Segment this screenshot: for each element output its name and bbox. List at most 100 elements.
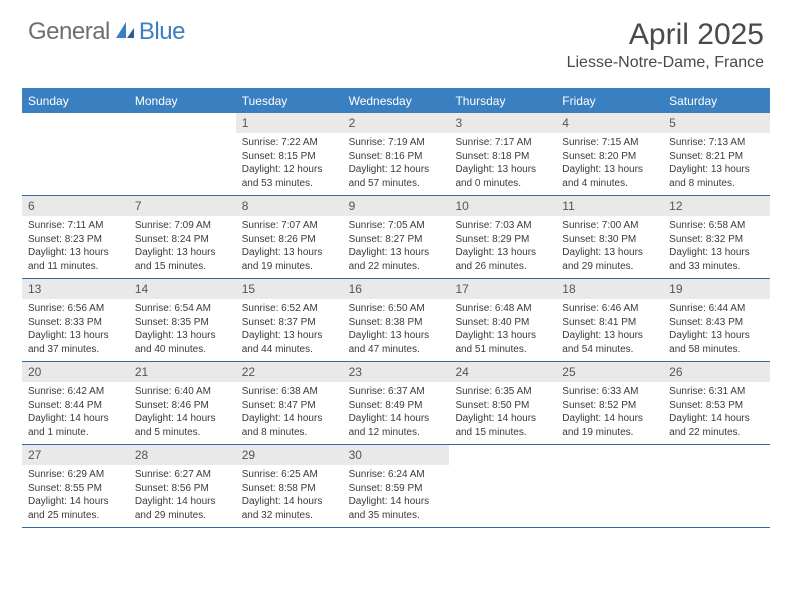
day-cell: 10Sunrise: 7:03 AMSunset: 8:29 PMDayligh… bbox=[449, 196, 556, 278]
day-body: Sunrise: 6:46 AMSunset: 8:41 PMDaylight:… bbox=[556, 299, 663, 361]
sunset-text: Sunset: 8:29 PM bbox=[455, 233, 550, 247]
day-body: Sunrise: 7:17 AMSunset: 8:18 PMDaylight:… bbox=[449, 133, 556, 195]
daylight-text: Daylight: 14 hours and 22 minutes. bbox=[669, 412, 764, 439]
daylight-text: Daylight: 13 hours and 11 minutes. bbox=[28, 246, 123, 273]
sunset-text: Sunset: 8:23 PM bbox=[28, 233, 123, 247]
week-row: 13Sunrise: 6:56 AMSunset: 8:33 PMDayligh… bbox=[22, 279, 770, 362]
day-number: 4 bbox=[556, 113, 663, 133]
day-body: Sunrise: 6:24 AMSunset: 8:59 PMDaylight:… bbox=[343, 465, 450, 527]
day-cell: 27Sunrise: 6:29 AMSunset: 8:55 PMDayligh… bbox=[22, 445, 129, 527]
day-number: 23 bbox=[343, 362, 450, 382]
day-body: Sunrise: 6:56 AMSunset: 8:33 PMDaylight:… bbox=[22, 299, 129, 361]
day-cell: 9Sunrise: 7:05 AMSunset: 8:27 PMDaylight… bbox=[343, 196, 450, 278]
day-body: Sunrise: 6:29 AMSunset: 8:55 PMDaylight:… bbox=[22, 465, 129, 527]
day-cell: 8Sunrise: 7:07 AMSunset: 8:26 PMDaylight… bbox=[236, 196, 343, 278]
daylight-text: Daylight: 13 hours and 51 minutes. bbox=[455, 329, 550, 356]
day-number: 7 bbox=[129, 196, 236, 216]
sunrise-text: Sunrise: 7:11 AM bbox=[28, 219, 123, 233]
sunrise-text: Sunrise: 7:19 AM bbox=[349, 136, 444, 150]
sunset-text: Sunset: 8:21 PM bbox=[669, 150, 764, 164]
sail-icon bbox=[114, 20, 136, 45]
sunrise-text: Sunrise: 6:35 AM bbox=[455, 385, 550, 399]
day-cell: 14Sunrise: 6:54 AMSunset: 8:35 PMDayligh… bbox=[129, 279, 236, 361]
day-number: 13 bbox=[22, 279, 129, 299]
sunrise-text: Sunrise: 6:56 AM bbox=[28, 302, 123, 316]
page-title: April 2025 bbox=[567, 18, 764, 52]
day-number: 21 bbox=[129, 362, 236, 382]
daylight-text: Daylight: 12 hours and 53 minutes. bbox=[242, 163, 337, 190]
day-cell bbox=[129, 113, 236, 195]
day-number: 10 bbox=[449, 196, 556, 216]
weekday-header: Sunday bbox=[22, 90, 129, 113]
daylight-text: Daylight: 13 hours and 58 minutes. bbox=[669, 329, 764, 356]
daylight-text: Daylight: 13 hours and 22 minutes. bbox=[349, 246, 444, 273]
day-cell: 2Sunrise: 7:19 AMSunset: 8:16 PMDaylight… bbox=[343, 113, 450, 195]
sunrise-text: Sunrise: 7:17 AM bbox=[455, 136, 550, 150]
page-header: General Blue April 2025 Liesse-Notre-Dam… bbox=[0, 0, 792, 80]
daylight-text: Daylight: 13 hours and 33 minutes. bbox=[669, 246, 764, 273]
sunrise-text: Sunrise: 6:46 AM bbox=[562, 302, 657, 316]
day-number: 15 bbox=[236, 279, 343, 299]
daylight-text: Daylight: 13 hours and 54 minutes. bbox=[562, 329, 657, 356]
weekday-header: Friday bbox=[556, 90, 663, 113]
daylight-text: Daylight: 14 hours and 32 minutes. bbox=[242, 495, 337, 522]
week-row: 1Sunrise: 7:22 AMSunset: 8:15 PMDaylight… bbox=[22, 113, 770, 196]
daylight-text: Daylight: 14 hours and 8 minutes. bbox=[242, 412, 337, 439]
sunset-text: Sunset: 8:16 PM bbox=[349, 150, 444, 164]
day-body: Sunrise: 7:00 AMSunset: 8:30 PMDaylight:… bbox=[556, 216, 663, 278]
day-body: Sunrise: 7:03 AMSunset: 8:29 PMDaylight:… bbox=[449, 216, 556, 278]
day-cell bbox=[556, 445, 663, 527]
sunset-text: Sunset: 8:59 PM bbox=[349, 482, 444, 496]
day-cell bbox=[22, 113, 129, 195]
daylight-text: Daylight: 13 hours and 44 minutes. bbox=[242, 329, 337, 356]
sunrise-text: Sunrise: 6:48 AM bbox=[455, 302, 550, 316]
sunset-text: Sunset: 8:32 PM bbox=[669, 233, 764, 247]
daylight-text: Daylight: 13 hours and 29 minutes. bbox=[562, 246, 657, 273]
daylight-text: Daylight: 14 hours and 12 minutes. bbox=[349, 412, 444, 439]
sunrise-text: Sunrise: 6:44 AM bbox=[669, 302, 764, 316]
day-number: 26 bbox=[663, 362, 770, 382]
day-number: 19 bbox=[663, 279, 770, 299]
day-cell: 5Sunrise: 7:13 AMSunset: 8:21 PMDaylight… bbox=[663, 113, 770, 195]
day-number: 5 bbox=[663, 113, 770, 133]
sunset-text: Sunset: 8:37 PM bbox=[242, 316, 337, 330]
sunset-text: Sunset: 8:30 PM bbox=[562, 233, 657, 247]
day-number: 25 bbox=[556, 362, 663, 382]
day-cell: 23Sunrise: 6:37 AMSunset: 8:49 PMDayligh… bbox=[343, 362, 450, 444]
day-cell bbox=[449, 445, 556, 527]
sunrise-text: Sunrise: 6:54 AM bbox=[135, 302, 230, 316]
day-cell: 18Sunrise: 6:46 AMSunset: 8:41 PMDayligh… bbox=[556, 279, 663, 361]
day-cell: 25Sunrise: 6:33 AMSunset: 8:52 PMDayligh… bbox=[556, 362, 663, 444]
sunrise-text: Sunrise: 6:38 AM bbox=[242, 385, 337, 399]
sunset-text: Sunset: 8:15 PM bbox=[242, 150, 337, 164]
day-cell: 17Sunrise: 6:48 AMSunset: 8:40 PMDayligh… bbox=[449, 279, 556, 361]
day-body: Sunrise: 7:07 AMSunset: 8:26 PMDaylight:… bbox=[236, 216, 343, 278]
daylight-text: Daylight: 14 hours and 5 minutes. bbox=[135, 412, 230, 439]
day-number: 6 bbox=[22, 196, 129, 216]
sunset-text: Sunset: 8:58 PM bbox=[242, 482, 337, 496]
day-body: Sunrise: 6:40 AMSunset: 8:46 PMDaylight:… bbox=[129, 382, 236, 444]
day-number: 9 bbox=[343, 196, 450, 216]
daylight-text: Daylight: 12 hours and 57 minutes. bbox=[349, 163, 444, 190]
day-cell: 4Sunrise: 7:15 AMSunset: 8:20 PMDaylight… bbox=[556, 113, 663, 195]
day-number: 22 bbox=[236, 362, 343, 382]
title-block: April 2025 Liesse-Notre-Dame, France bbox=[567, 18, 764, 72]
sunset-text: Sunset: 8:26 PM bbox=[242, 233, 337, 247]
daylight-text: Daylight: 13 hours and 8 minutes. bbox=[669, 163, 764, 190]
day-cell: 7Sunrise: 7:09 AMSunset: 8:24 PMDaylight… bbox=[129, 196, 236, 278]
daylight-text: Daylight: 13 hours and 4 minutes. bbox=[562, 163, 657, 190]
logo-text-blue: Blue bbox=[139, 18, 185, 46]
day-body: Sunrise: 6:48 AMSunset: 8:40 PMDaylight:… bbox=[449, 299, 556, 361]
day-body: Sunrise: 6:38 AMSunset: 8:47 PMDaylight:… bbox=[236, 382, 343, 444]
sunset-text: Sunset: 8:46 PM bbox=[135, 399, 230, 413]
sunrise-text: Sunrise: 6:40 AM bbox=[135, 385, 230, 399]
day-number: 1 bbox=[236, 113, 343, 133]
day-body: Sunrise: 7:05 AMSunset: 8:27 PMDaylight:… bbox=[343, 216, 450, 278]
day-cell bbox=[663, 445, 770, 527]
day-cell: 19Sunrise: 6:44 AMSunset: 8:43 PMDayligh… bbox=[663, 279, 770, 361]
daylight-text: Daylight: 13 hours and 26 minutes. bbox=[455, 246, 550, 273]
day-cell: 12Sunrise: 6:58 AMSunset: 8:32 PMDayligh… bbox=[663, 196, 770, 278]
day-cell: 30Sunrise: 6:24 AMSunset: 8:59 PMDayligh… bbox=[343, 445, 450, 527]
day-cell: 20Sunrise: 6:42 AMSunset: 8:44 PMDayligh… bbox=[22, 362, 129, 444]
sunset-text: Sunset: 8:53 PM bbox=[669, 399, 764, 413]
